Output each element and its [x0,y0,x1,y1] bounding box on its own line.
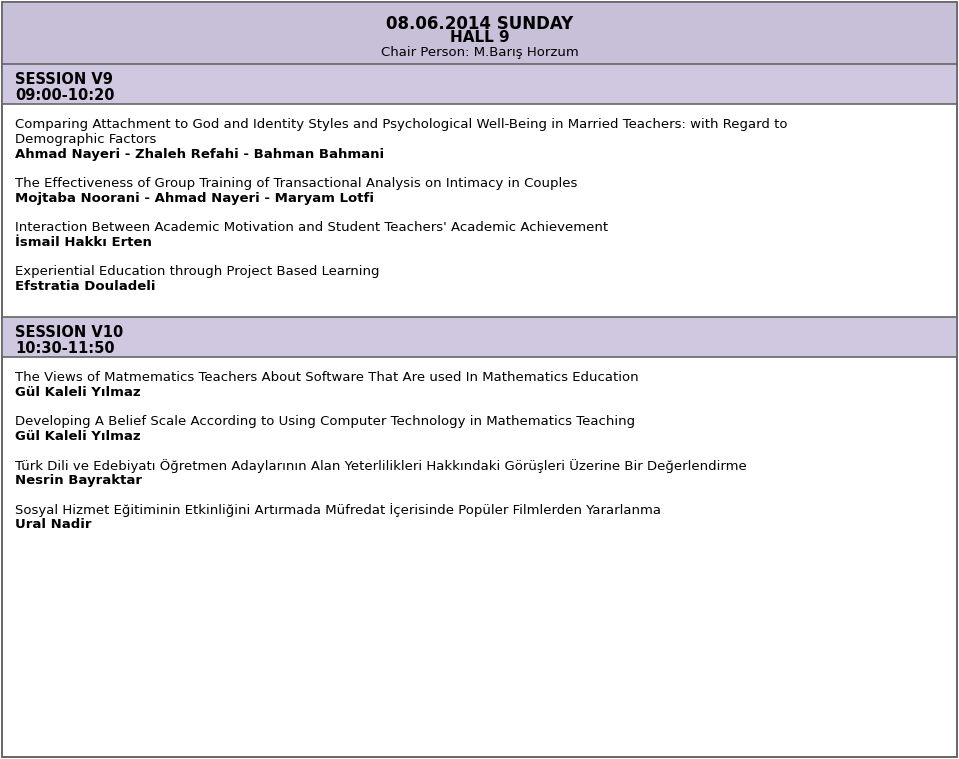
Text: 10:30-11:50: 10:30-11:50 [15,341,115,356]
Text: Comparing Attachment to God and Identity Styles and Psychological Well-Being in : Comparing Attachment to God and Identity… [15,118,787,131]
Text: Experiential Education through Project Based Learning: Experiential Education through Project B… [15,265,380,278]
Text: Mojtaba Noorani - Ahmad Nayeri - Maryam Lotfi: Mojtaba Noorani - Ahmad Nayeri - Maryam … [15,192,374,205]
Text: Ahmad Nayeri - Zhaleh Refahi - Bahman Bahmani: Ahmad Nayeri - Zhaleh Refahi - Bahman Ba… [15,148,385,161]
Text: İsmail Hakkı Erten: İsmail Hakkı Erten [15,236,152,249]
Bar [2,317,957,357]
Text: SESSION V10: SESSION V10 [15,325,124,340]
Text: 09:00-10:20: 09:00-10:20 [15,88,114,103]
Bar [2,64,957,104]
Bar [2,2,957,64]
Text: SESSION V9: SESSION V9 [15,72,113,87]
Text: 08.06.2014 SUNDAY: 08.06.2014 SUNDAY [386,15,573,33]
Text: The Effectiveness of Group Training of Transactional Analysis on Intimacy in Cou: The Effectiveness of Group Training of T… [15,177,577,190]
Text: Interaction Between Academic Motivation and Student Teachers' Academic Achieveme: Interaction Between Academic Motivation … [15,221,608,234]
Text: The Views of Matmematics Teachers About Software That Are used In Mathematics Ed: The Views of Matmematics Teachers About … [15,371,639,384]
Text: Demographic Factors: Demographic Factors [15,133,156,146]
Text: Sosyal Hizmet Eğitiminin Etkinliğini Artırmada Müfredat İçerisinde Popüler Filml: Sosyal Hizmet Eğitiminin Etkinliğini Art… [15,503,661,517]
Text: Gül Kaleli Yılmaz: Gül Kaleli Yılmaz [15,430,141,443]
Text: Efstratia Douladeli: Efstratia Douladeli [15,280,155,293]
Text: Gül Kaleli Yılmaz: Gül Kaleli Yılmaz [15,386,141,399]
Text: Türk Dili ve Edebiyatı Öğretmen Adaylarının Alan Yeterlilikleri Hakkındaki Görüş: Türk Dili ve Edebiyatı Öğretmen Adayları… [15,459,747,473]
Text: Ural Nadir: Ural Nadir [15,518,91,531]
Text: Developing A Belief Scale According to Using Computer Technology in Mathematics : Developing A Belief Scale According to U… [15,415,635,428]
Text: Chair Person: M.Barış Horzum: Chair Person: M.Barış Horzum [381,46,578,59]
Text: HALL 9: HALL 9 [450,30,509,45]
Text: Nesrin Bayraktar: Nesrin Bayraktar [15,474,142,487]
